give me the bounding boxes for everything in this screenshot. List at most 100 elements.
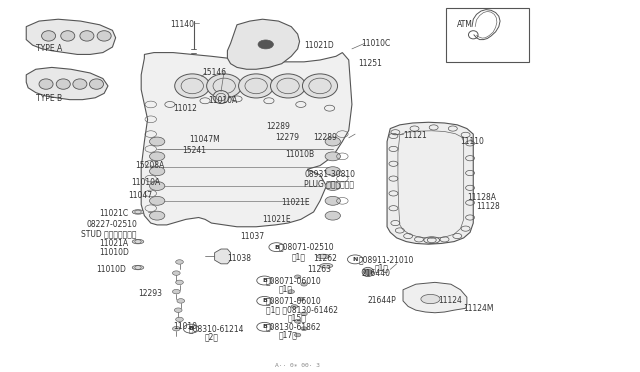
Circle shape: [325, 196, 340, 205]
Text: 11012: 11012: [173, 104, 197, 113]
Text: Ⓑ08130-61862: Ⓑ08130-61862: [266, 322, 321, 331]
Circle shape: [150, 167, 165, 176]
Ellipse shape: [56, 79, 70, 89]
Polygon shape: [403, 282, 467, 313]
Text: 11010D: 11010D: [97, 265, 126, 274]
Text: 11037: 11037: [240, 231, 264, 241]
Text: 11010D: 11010D: [100, 248, 129, 257]
Polygon shape: [227, 19, 300, 69]
Ellipse shape: [239, 74, 274, 98]
Circle shape: [177, 299, 184, 303]
Text: 11121: 11121: [403, 131, 427, 141]
Text: B: B: [262, 298, 267, 304]
Text: 11010B: 11010B: [285, 150, 314, 159]
Circle shape: [173, 271, 180, 275]
Circle shape: [325, 167, 340, 176]
Circle shape: [301, 312, 307, 316]
Text: Ⓑ08071-06010: Ⓑ08071-06010: [266, 296, 321, 305]
Circle shape: [298, 297, 304, 301]
Text: 11021C: 11021C: [100, 209, 129, 218]
Circle shape: [175, 280, 183, 285]
Ellipse shape: [421, 294, 440, 304]
Text: 12289: 12289: [314, 133, 337, 142]
Ellipse shape: [317, 254, 330, 259]
Text: 12293: 12293: [138, 289, 162, 298]
Ellipse shape: [80, 31, 94, 41]
Circle shape: [364, 269, 372, 275]
Text: 11251: 11251: [358, 59, 382, 68]
Text: Ⓑ08071-06010: Ⓑ08071-06010: [266, 276, 321, 285]
Text: 11021E: 11021E: [282, 198, 310, 207]
Text: （1）: （1）: [291, 252, 305, 261]
Ellipse shape: [97, 31, 111, 41]
Circle shape: [175, 317, 183, 322]
Circle shape: [301, 327, 307, 331]
Text: ATM: ATM: [457, 20, 472, 29]
Text: B: B: [262, 324, 267, 329]
Circle shape: [150, 182, 165, 190]
Circle shape: [325, 137, 340, 146]
Text: 11047M: 11047M: [189, 135, 220, 144]
Text: 216440: 216440: [362, 269, 390, 278]
Text: （1）: （1）: [374, 264, 388, 273]
Text: STUD スタッド（１）: STUD スタッド（１）: [81, 229, 136, 238]
Text: （15）: （15）: [288, 313, 307, 322]
Circle shape: [294, 320, 301, 323]
Ellipse shape: [320, 263, 333, 268]
Text: 11263: 11263: [307, 265, 332, 274]
Circle shape: [288, 290, 294, 294]
Ellipse shape: [245, 35, 287, 54]
Circle shape: [325, 152, 340, 161]
Text: B: B: [189, 326, 193, 331]
Text: 08931-30810: 08931-30810: [304, 170, 355, 179]
Ellipse shape: [132, 239, 144, 244]
Text: 11010A: 11010A: [208, 96, 237, 105]
Ellipse shape: [39, 79, 53, 89]
Circle shape: [173, 327, 180, 331]
Ellipse shape: [73, 79, 87, 89]
Text: 11262: 11262: [314, 254, 337, 263]
Circle shape: [174, 308, 182, 312]
Text: A·· 0∗ 00· 3: A·· 0∗ 00· 3: [275, 363, 320, 368]
Ellipse shape: [207, 74, 242, 98]
Circle shape: [325, 211, 340, 220]
Text: TYPE A: TYPE A: [36, 44, 62, 53]
Ellipse shape: [61, 31, 75, 41]
Text: 11140: 11140: [170, 20, 194, 29]
Text: B: B: [262, 278, 267, 283]
Text: 11110: 11110: [461, 137, 484, 146]
Polygon shape: [26, 67, 108, 100]
Text: 08227-02510: 08227-02510: [87, 221, 138, 230]
Text: ⓝ08911-21010: ⓝ08911-21010: [358, 256, 413, 264]
Circle shape: [150, 137, 165, 146]
Text: 11038: 11038: [227, 254, 252, 263]
Text: 11010C: 11010C: [362, 39, 391, 48]
Text: PLUG プラグ（１）: PLUG プラグ（１）: [304, 180, 354, 189]
Text: Ⓑ08310-61214: Ⓑ08310-61214: [189, 324, 244, 333]
Ellipse shape: [362, 267, 374, 277]
Polygon shape: [26, 19, 116, 54]
Bar: [447, 8, 529, 62]
Circle shape: [258, 40, 273, 49]
Text: 11010: 11010: [173, 322, 197, 331]
Circle shape: [291, 305, 298, 308]
Text: 11128A: 11128A: [467, 193, 496, 202]
Polygon shape: [141, 52, 352, 227]
Text: 11128: 11128: [476, 202, 500, 211]
Circle shape: [150, 196, 165, 205]
Text: 11124M: 11124M: [464, 304, 494, 313]
Circle shape: [150, 211, 165, 220]
Text: B: B: [274, 245, 279, 250]
Text: （17）: （17）: [278, 331, 298, 340]
Circle shape: [150, 152, 165, 161]
Text: 15241: 15241: [182, 146, 207, 155]
Text: 11021E: 11021E: [262, 215, 291, 224]
Text: 11021A: 11021A: [100, 239, 129, 248]
Ellipse shape: [132, 265, 144, 270]
Text: （1）: （1）: [278, 285, 292, 294]
Circle shape: [325, 182, 340, 190]
Ellipse shape: [303, 74, 337, 98]
Text: 11010A: 11010A: [132, 178, 161, 187]
Ellipse shape: [42, 31, 56, 41]
Text: N: N: [353, 257, 358, 262]
